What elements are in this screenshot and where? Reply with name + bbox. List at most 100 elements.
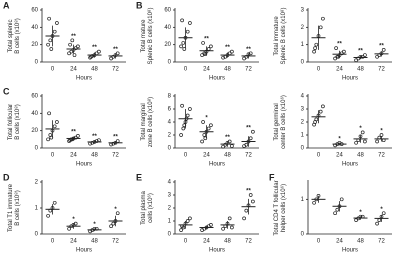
panel-letter: D (3, 172, 10, 182)
significance: ** (337, 42, 342, 48)
y-tick-label: 6 (168, 107, 172, 113)
data-point (248, 193, 253, 197)
y-axis-label: Total T1 immature (8, 183, 14, 232)
data-point (115, 211, 120, 216)
data-point (360, 130, 365, 135)
data-point (97, 49, 101, 54)
data-point (375, 221, 379, 226)
panel: A Total splenic B cells (x10⁸) 0 20 40 60 Hours… (3, 0, 126, 82)
data-point (67, 51, 71, 56)
y-tick-label: 40 (31, 25, 38, 31)
y-axis-label: Total CD4 T follicular (274, 180, 280, 235)
y-tick-label: 4 (168, 180, 172, 186)
data-point (181, 126, 186, 131)
significance: ** (225, 135, 230, 141)
data-point (354, 218, 358, 222)
y-tick-label: 60 (164, 8, 171, 14)
data-point (188, 216, 192, 221)
x-tick-label: 24 (70, 153, 77, 159)
data-point (381, 48, 386, 52)
data-point (230, 225, 234, 230)
data-point (111, 221, 116, 226)
data-point (185, 113, 190, 118)
data-point (52, 200, 57, 205)
data-point (73, 46, 78, 50)
data-point (111, 141, 116, 146)
y-tick-label: 2 (168, 206, 172, 212)
data-point (209, 44, 213, 49)
data-point (248, 136, 253, 141)
y-tick-label: 0 (168, 146, 172, 152)
significance: ** (379, 43, 384, 49)
significance: ** (92, 134, 97, 140)
significance: ** (246, 47, 251, 53)
x-tick-label: 48 (91, 239, 98, 245)
significance: ** (204, 37, 209, 43)
y-tick-label: 1 (168, 219, 172, 225)
data-point (230, 49, 234, 54)
data-point (94, 139, 99, 143)
data-point (88, 55, 92, 60)
x-tick-label: 24 (203, 239, 210, 245)
data-point (46, 42, 50, 47)
significance: * (380, 207, 383, 213)
x-tick-label: 72 (245, 67, 252, 73)
panel: Total immature Splenic B cells (x10⁸) 0 1 2 3… (274, 8, 392, 82)
significance: ** (113, 135, 118, 141)
x-tick-label: 72 (245, 239, 252, 245)
data-point (375, 54, 379, 59)
data-point (221, 226, 225, 231)
y-tick-label: 4 (301, 94, 305, 100)
x-tick-label: 0 (184, 239, 188, 245)
data-point (206, 47, 211, 51)
data-point (109, 56, 113, 61)
x-tick-label: 24 (336, 153, 343, 159)
data-point (76, 44, 80, 49)
data-point (46, 213, 50, 218)
data-point (227, 139, 232, 144)
data-point (201, 41, 205, 45)
panel: B Total mature Splenic B cells (x10⁸) 0 20 40… (136, 0, 259, 82)
y-axis-label: Total marginal (141, 103, 147, 140)
y-tick-label: 40 (31, 111, 38, 117)
x-tick-label: 48 (224, 239, 231, 245)
significance: * (380, 129, 383, 135)
significance: * (93, 222, 96, 228)
y-axis-label: Total follicular (8, 104, 14, 140)
data-point (318, 109, 323, 114)
data-point (202, 51, 207, 56)
data-point (115, 51, 120, 56)
y-tick-label: 0 (301, 60, 305, 66)
data-point (242, 216, 246, 221)
data-point (339, 51, 344, 56)
significance: * (114, 207, 117, 213)
data-point (73, 135, 78, 140)
data-point (181, 41, 186, 45)
y-axis-label: B cells (x10⁸) (14, 104, 21, 140)
data-point (242, 56, 246, 61)
x-axis-label: Hours (209, 162, 225, 168)
significance: ** (92, 45, 97, 51)
x-tick-label: 24 (70, 67, 77, 73)
x-tick-label: 24 (70, 239, 77, 245)
y-tick-label: 20 (164, 42, 171, 48)
y-axis-label: center B cells (x10⁶) (280, 95, 287, 149)
x-tick-label: 72 (112, 67, 119, 73)
data-point (227, 216, 232, 221)
y-axis-label: Splenic B cells (x10⁸) (280, 8, 287, 65)
panel: C Total follicular B cells (x10⁸) 0 20 40 60 Ho… (3, 86, 126, 168)
data-point (221, 55, 225, 60)
data-point (76, 134, 80, 138)
y-axis-label: Total mature (141, 19, 147, 53)
y-tick-label: 4 (168, 120, 172, 126)
data-point (312, 200, 316, 205)
x-tick-label: 0 (317, 239, 321, 245)
panel-letter: A (3, 0, 10, 10)
x-axis-label: Hours (76, 76, 92, 82)
y-tick-label: 2 (168, 133, 172, 139)
data-point (342, 49, 346, 54)
x-axis-label: Hours (76, 248, 92, 254)
data-point (188, 21, 192, 25)
data-point (200, 139, 204, 144)
